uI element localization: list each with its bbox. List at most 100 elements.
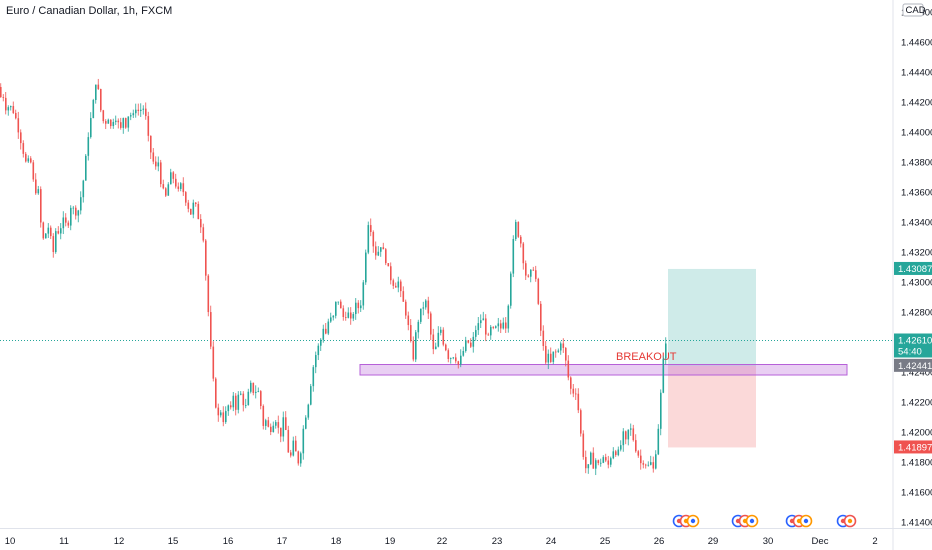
event-icon-group[interactable]	[672, 514, 700, 528]
candle	[525, 260, 527, 281]
candle	[57, 226, 60, 235]
candle	[442, 327, 445, 347]
candle	[22, 140, 25, 158]
take-profit-area[interactable]	[668, 268, 756, 366]
candle	[650, 455, 652, 466]
x-tick-label: 2	[872, 536, 877, 547]
candle	[247, 388, 250, 406]
candle	[95, 84, 97, 104]
x-tick-label: 16	[223, 536, 234, 547]
candle	[207, 274, 210, 317]
candle	[185, 191, 187, 206]
candle	[587, 464, 590, 474]
candle	[527, 274, 530, 278]
candle	[210, 305, 212, 350]
candle	[82, 179, 85, 203]
candle	[100, 88, 102, 113]
candle	[215, 377, 217, 409]
candle	[427, 296, 430, 319]
breakout-zone[interactable]	[359, 364, 848, 376]
y-tick-label: 1.42000	[901, 428, 932, 439]
candle	[580, 408, 582, 437]
candle	[65, 213, 67, 227]
candle	[465, 336, 467, 353]
candle	[260, 390, 262, 410]
price-tag-value: 1.43087	[898, 264, 932, 275]
candle	[655, 450, 657, 470]
event-icon-group[interactable]	[785, 514, 813, 528]
candle	[607, 455, 610, 469]
candle	[412, 336, 415, 362]
candle	[332, 315, 335, 321]
x-tick-label: 30	[763, 536, 774, 547]
candle	[452, 356, 455, 360]
y-tick-label: 1.43200	[901, 248, 932, 259]
breakout-annotation[interactable]: BREAKOUT	[616, 351, 677, 363]
candle	[517, 221, 520, 239]
candle	[460, 349, 462, 368]
candle	[145, 102, 147, 120]
event-icon-group[interactable]	[731, 514, 759, 528]
currency-label: CAD	[902, 3, 926, 17]
y-tick-label: 1.41600	[901, 488, 932, 499]
price-tag-stop-loss: 1.41897	[894, 440, 932, 454]
candle	[315, 351, 317, 374]
candle	[62, 211, 65, 235]
candle	[135, 103, 137, 118]
candle	[302, 425, 305, 460]
y-tick-label: 1.43400	[901, 218, 932, 229]
candle	[242, 391, 245, 412]
candle	[295, 435, 297, 452]
candle	[270, 423, 272, 436]
candle	[192, 199, 195, 219]
candle	[415, 329, 417, 363]
candle	[447, 348, 450, 363]
candle	[575, 388, 577, 400]
candle	[287, 425, 290, 453]
candle	[105, 119, 107, 130]
x-tick-label: 12	[114, 536, 125, 547]
price-tag-value: 1.41897	[898, 442, 932, 453]
candle	[540, 301, 542, 337]
candle	[330, 312, 332, 323]
candle	[182, 177, 185, 196]
candle	[140, 103, 142, 117]
candle	[25, 151, 27, 163]
candle	[545, 341, 547, 365]
candle	[475, 325, 477, 341]
y-tick-label: 1.43000	[901, 278, 932, 289]
candle	[350, 307, 352, 325]
candle	[32, 160, 35, 182]
candle	[12, 101, 15, 115]
candle	[92, 98, 95, 119]
y-tick-label: 1.43600	[901, 188, 932, 199]
candle	[597, 459, 600, 466]
candle	[595, 458, 597, 476]
candle	[165, 187, 167, 198]
candle	[292, 436, 295, 457]
stop-loss-area[interactable]	[668, 365, 756, 448]
candle	[477, 316, 480, 335]
y-tick-label: 1.41400	[901, 518, 932, 529]
candle	[15, 109, 17, 120]
candle	[20, 129, 22, 150]
candle	[337, 301, 340, 305]
candle	[342, 305, 345, 321]
candle	[205, 238, 207, 281]
candle	[125, 117, 127, 129]
candle	[522, 241, 525, 270]
candle	[425, 299, 427, 310]
y-tick-label: 1.42400	[901, 368, 932, 379]
candle	[255, 385, 257, 399]
candle	[360, 300, 362, 313]
candle	[347, 307, 350, 319]
candle	[472, 332, 475, 353]
candle	[402, 286, 405, 302]
candle	[235, 393, 237, 416]
candle	[212, 341, 215, 382]
candle	[445, 343, 447, 352]
candle	[647, 461, 650, 467]
event-icon-group[interactable]	[836, 514, 857, 528]
candle	[437, 326, 440, 348]
